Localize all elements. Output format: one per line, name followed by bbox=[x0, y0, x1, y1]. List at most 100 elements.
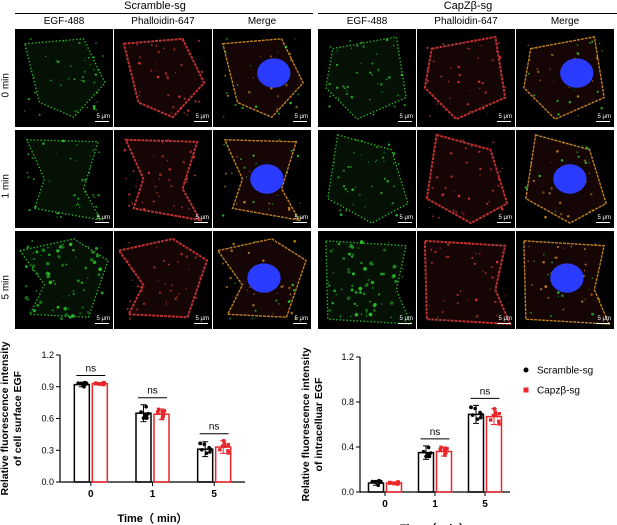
data-point bbox=[492, 407, 497, 411]
data-point bbox=[428, 451, 433, 455]
data-point bbox=[218, 448, 222, 452]
scale-bar-label: 5 μm bbox=[294, 215, 308, 221]
scale-bar-label: 5 μm bbox=[399, 316, 413, 322]
data-point bbox=[139, 410, 143, 414]
data-point bbox=[443, 453, 447, 457]
x-tick-label: 1 bbox=[150, 489, 156, 500]
data-point bbox=[376, 483, 381, 488]
data-point bbox=[220, 444, 225, 448]
micrograph-0-2-0: 5 μm bbox=[15, 231, 113, 329]
scale-bar bbox=[95, 323, 109, 324]
micrograph-1-0-2: 5 μm bbox=[516, 29, 614, 127]
bar-0-0 bbox=[73, 383, 91, 483]
data-point bbox=[445, 446, 449, 451]
legend-label-0: Scramble-sg bbox=[537, 366, 593, 377]
micrograph-0-0-1: 5 μm bbox=[114, 29, 212, 127]
y-tick-label: 0.6 bbox=[41, 414, 54, 424]
data-point bbox=[144, 416, 149, 420]
micrograph-0-1-2: 5 μm bbox=[213, 130, 311, 228]
y-tick-label: 1.2 bbox=[341, 352, 354, 362]
channel-label-0-1: Phalloidin-647 bbox=[131, 16, 195, 27]
data-point bbox=[226, 451, 230, 455]
data-point bbox=[161, 414, 165, 418]
scale-bar bbox=[95, 222, 109, 223]
y-tick-label: 0.0 bbox=[41, 477, 54, 487]
bar-0-1 bbox=[135, 412, 152, 483]
scale-bar bbox=[293, 222, 307, 223]
significance-label: ns bbox=[480, 386, 491, 397]
data-point bbox=[160, 409, 164, 414]
scale-bar bbox=[596, 222, 610, 223]
y-axis-label: Relative fluorescence intensityof intrac… bbox=[300, 347, 325, 501]
y-tick-label: 0.4 bbox=[341, 442, 354, 452]
micrograph-1-2-0: 5 μm bbox=[318, 231, 416, 329]
data-point bbox=[378, 480, 382, 484]
micrograph-1-2-1: 5 μm bbox=[417, 231, 515, 329]
data-point bbox=[79, 381, 84, 386]
channel-label-0-0: EGF-488 bbox=[43, 16, 85, 27]
data-point bbox=[156, 407, 161, 412]
bar-1-1 bbox=[153, 413, 170, 483]
group-title-scramble: Scramble-sg bbox=[124, 0, 186, 12]
data-point bbox=[101, 382, 106, 387]
data-point bbox=[222, 439, 226, 443]
scale-bar-label: 5 μm bbox=[597, 215, 611, 221]
data-point bbox=[202, 442, 207, 447]
data-point bbox=[208, 450, 212, 454]
row-label-2: 5 min bbox=[0, 275, 12, 300]
micrograph-0-2-2: 5 μm bbox=[213, 231, 311, 329]
micrograph-1-1-0: 5 μm bbox=[318, 130, 416, 228]
chart-intracellular-egf: 0.0 0.4 0.8 1.2 Relative fluorescence intens… bbox=[300, 347, 593, 525]
data-point bbox=[146, 411, 150, 416]
channel-label-1-2: Merge bbox=[550, 16, 580, 27]
x-axis-label: Time（ min） bbox=[400, 522, 470, 525]
y-tick-label: 0.0 bbox=[341, 487, 354, 497]
scale-bar bbox=[497, 222, 511, 223]
significance-label: ns bbox=[430, 427, 441, 438]
group-title-capz: CapZβ-sg bbox=[443, 0, 493, 12]
data-point bbox=[494, 413, 498, 418]
channel-label-0-2: Merge bbox=[247, 16, 277, 27]
micrograph-0-2-1: 5 μm bbox=[114, 231, 212, 329]
scale-bar bbox=[293, 121, 307, 122]
micrograph-0-0-2: 5 μm bbox=[213, 29, 311, 127]
y-tick-label: 0.9 bbox=[41, 382, 54, 392]
chart-cell-surface-egf: 0.0 0.3 0.6 0.9 1.2 Relative fluorescence int… bbox=[0, 341, 245, 525]
data-point bbox=[497, 422, 501, 426]
micrograph-0-1-1: 5 μm bbox=[114, 130, 212, 228]
data-point bbox=[493, 410, 498, 415]
data-point bbox=[439, 445, 443, 450]
scale-bar bbox=[194, 323, 208, 324]
scale-bar-label: 5 μm bbox=[96, 215, 110, 221]
scale-bar-label: 5 μm bbox=[96, 114, 110, 120]
micrograph-0-0-0: 5 μm bbox=[15, 29, 113, 127]
data-point bbox=[438, 447, 442, 452]
scale-bar-label: 5 μm bbox=[294, 316, 308, 322]
data-point bbox=[156, 410, 160, 414]
data-point bbox=[98, 382, 102, 386]
data-point bbox=[222, 442, 227, 446]
scale-bar bbox=[398, 222, 412, 223]
significance-label: ns bbox=[147, 386, 158, 397]
data-point bbox=[444, 451, 448, 455]
group-line-scramble bbox=[15, 13, 313, 14]
scale-bar bbox=[596, 323, 610, 324]
bar-1-2 bbox=[485, 415, 503, 493]
micrograph-1-0-1: 5 μm bbox=[417, 29, 515, 127]
scale-bar-label: 5 μm bbox=[399, 215, 413, 221]
data-point bbox=[470, 413, 475, 417]
data-point bbox=[442, 447, 447, 451]
scale-bar bbox=[194, 222, 208, 223]
data-point bbox=[370, 479, 375, 484]
scale-bar bbox=[497, 323, 511, 324]
data-point bbox=[426, 445, 431, 450]
y-axis-label: Relative fluorescence intensityof cell s… bbox=[0, 341, 24, 495]
scale-bar bbox=[95, 121, 109, 122]
micrograph-1-1-2: 5 μm bbox=[516, 130, 614, 228]
data-point bbox=[395, 482, 400, 486]
bar-0-2 bbox=[467, 413, 485, 493]
data-point bbox=[475, 417, 480, 421]
scale-bar bbox=[497, 121, 511, 122]
data-point bbox=[200, 447, 204, 452]
legend-marker-1 bbox=[523, 387, 529, 393]
